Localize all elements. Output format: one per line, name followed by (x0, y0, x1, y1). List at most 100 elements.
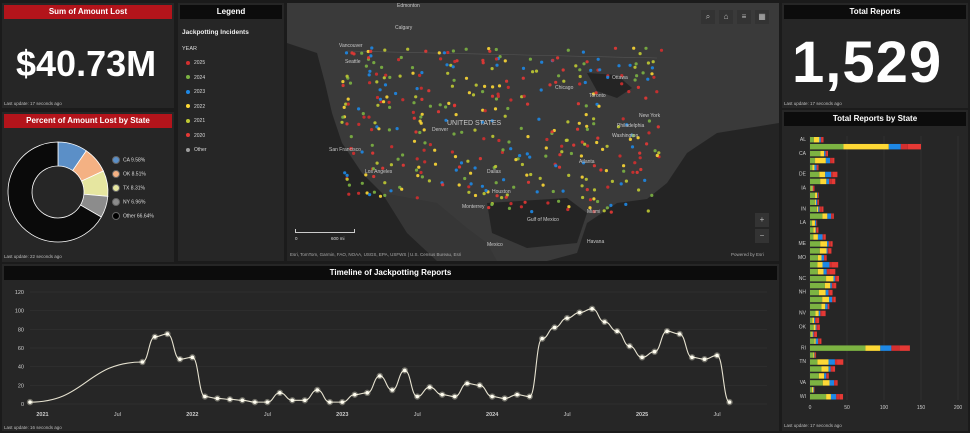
search-icon[interactable]: ⌕ (701, 10, 715, 24)
map-incident-point (572, 143, 576, 147)
state-bar-segment (826, 373, 828, 379)
map-incident-point (554, 164, 558, 168)
legend-swatch (112, 184, 120, 192)
map-incident-point (365, 191, 369, 195)
state-bar-segment (888, 143, 901, 150)
map-incident-point (500, 196, 504, 200)
home-icon[interactable]: ⌂ (719, 10, 733, 24)
layers-icon[interactable]: ≡ (737, 10, 751, 24)
state-bar-segment (816, 206, 819, 212)
map-incident-point (473, 128, 477, 132)
map-panel[interactable]: Edmonton Calgary Vancouver Seattle San Franc… (287, 3, 779, 261)
state-bar-segment (831, 178, 836, 185)
y-tick-label: 40 (18, 365, 24, 371)
state-bar-segment (829, 262, 832, 268)
map-incident-point (482, 137, 486, 141)
map-incident-point (480, 184, 484, 188)
donut-legend-label: TX 8.31% (123, 185, 145, 192)
map-incident-point (601, 147, 605, 151)
zoom-out-button[interactable]: − (755, 229, 769, 243)
map-incident-point (518, 154, 522, 158)
zoom-in-button[interactable]: + (755, 213, 769, 227)
state-bar-segment (819, 171, 826, 178)
legend-swatch (112, 198, 120, 206)
timeline-point (278, 391, 282, 395)
map-canvas[interactable]: Edmonton Calgary Vancouver Seattle San Franc… (287, 3, 779, 261)
map-incident-point (341, 115, 345, 119)
state-label: VA (800, 380, 807, 386)
map-incident-point (574, 64, 578, 68)
state-bar-segment (812, 317, 815, 324)
state-bar-segment (810, 331, 812, 337)
basemap-icon[interactable]: ▦ (755, 10, 769, 24)
state-bar-segment (810, 269, 818, 275)
map-incident-point (537, 117, 541, 121)
state-bar-segment (818, 289, 826, 296)
map-incident-point (551, 58, 555, 62)
state-bar-segment (815, 227, 817, 233)
map-incident-point (578, 68, 582, 72)
map-incident-point (497, 138, 501, 143)
state-bar-segment (822, 380, 830, 386)
state-bar-segment (810, 213, 823, 219)
map-incident-point (566, 120, 570, 124)
state-bar-segment (810, 171, 820, 178)
map-incident-point (545, 137, 549, 142)
map-incident-point (523, 200, 527, 204)
state-bar-segment (812, 220, 815, 226)
map-incident-point (346, 102, 350, 106)
donut-slice (7, 141, 102, 243)
state-label: CA (799, 151, 807, 157)
state-label: IN (801, 206, 806, 212)
map-incident-point (433, 148, 437, 152)
state-bar-segment (810, 241, 821, 247)
map-incident-point (583, 80, 587, 85)
map-incident-point (558, 153, 562, 157)
timeline-point (577, 310, 582, 315)
map-incident-point (627, 90, 631, 94)
map-incident-point (561, 189, 565, 193)
state-label: OK (799, 324, 807, 330)
state-label: IA (801, 185, 806, 191)
map-incident-point (622, 169, 626, 173)
state-bar-segment (812, 164, 815, 171)
map-incident-point (419, 170, 423, 175)
map-incident-point (583, 142, 587, 146)
map-scale-left: 0 (295, 236, 298, 241)
timeline-point (365, 391, 370, 395)
map-incident-point (400, 187, 404, 191)
state-bar-segment (810, 366, 822, 372)
map-incident-point (504, 195, 508, 199)
timeline-point (228, 397, 232, 402)
map-powered-by: Powered by Esri (731, 252, 764, 257)
map-incident-point (414, 168, 419, 172)
map-incident-point (389, 163, 393, 167)
map-incident-point (438, 103, 442, 107)
y-tick-label: 0 (21, 402, 24, 408)
map-incident-point (420, 71, 424, 75)
state-bar-segment (811, 185, 813, 192)
map-incident-point (584, 113, 588, 117)
map-incident-point (420, 112, 424, 116)
map-incident-point (526, 180, 531, 184)
legend-item-label: 2020 (194, 132, 206, 139)
map-incident-point (412, 116, 416, 120)
map-incident-point (445, 63, 449, 67)
map-incident-point (580, 140, 584, 144)
map-incident-point (650, 193, 654, 197)
map-incident-point (360, 181, 364, 185)
map-incident-point (406, 47, 410, 51)
map-incident-point (505, 79, 509, 83)
map-incident-point (357, 107, 361, 111)
great-lakes (587, 73, 632, 98)
map-incident-point (554, 80, 558, 84)
map-incident-point (345, 177, 349, 181)
map-incident-point (529, 172, 533, 177)
map-incident-point (398, 185, 402, 189)
state-bar-segment (831, 213, 833, 219)
map-incident-point (633, 65, 637, 69)
map-incident-point (387, 100, 391, 104)
map-incident-point (636, 85, 640, 89)
amount-lost-update: Last update: 17 seconds ago (4, 101, 62, 106)
map-incident-point (641, 71, 645, 75)
